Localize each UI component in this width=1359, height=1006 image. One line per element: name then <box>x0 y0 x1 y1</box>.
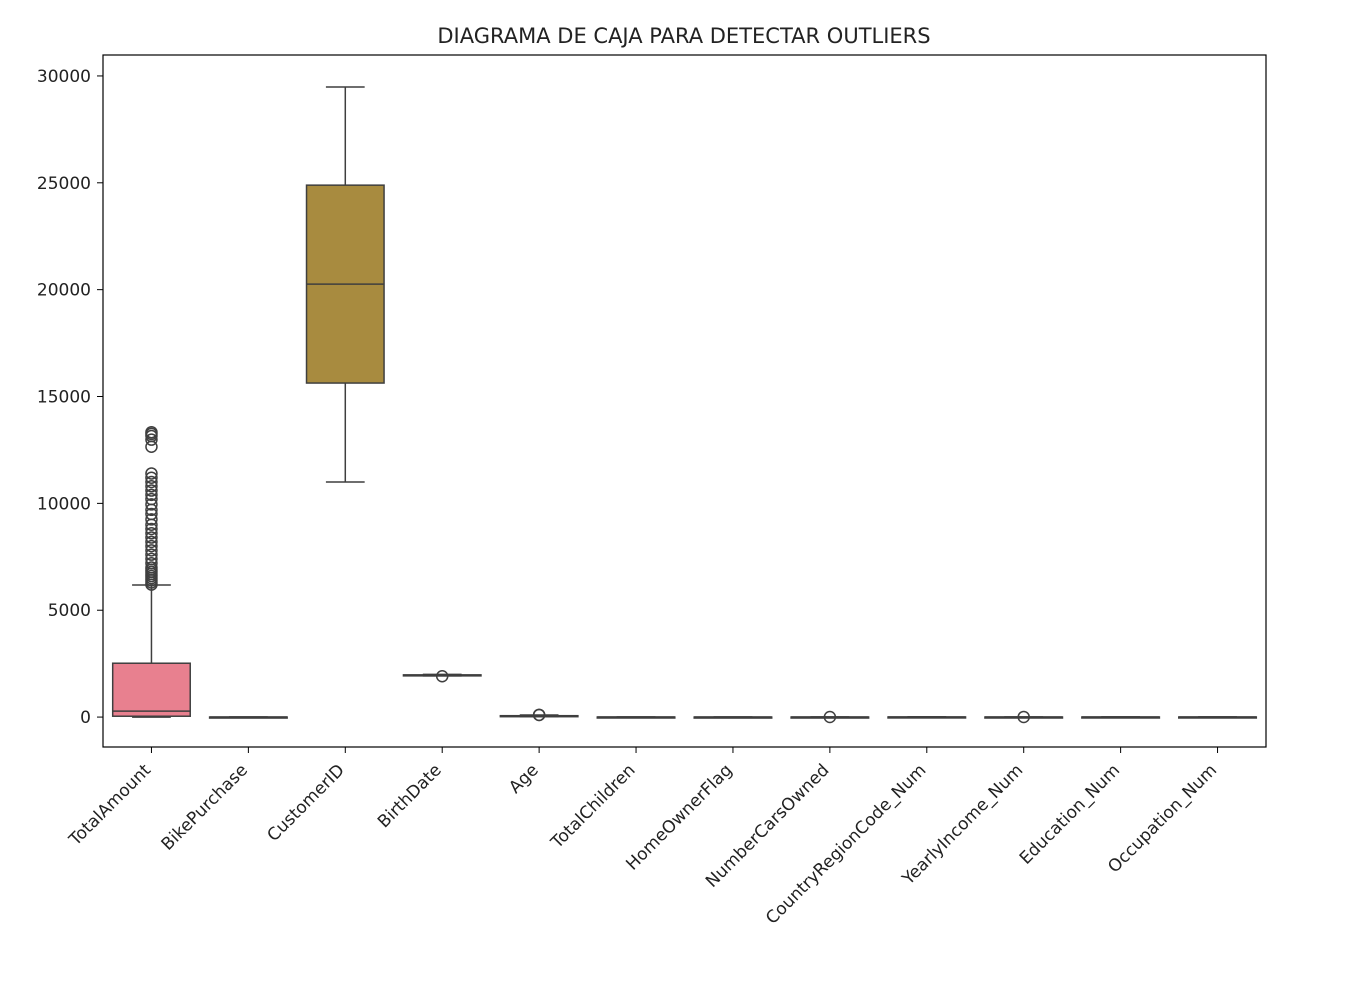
outlier-point <box>823 710 837 724</box>
outlier-point <box>145 503 158 517</box>
outlier-point <box>145 467 158 480</box>
outlier-point <box>145 484 158 497</box>
x-tick-label: Age <box>505 760 542 797</box>
x-tick-label: BirthDate <box>374 760 446 832</box>
box <box>111 662 191 717</box>
box-BikePurchase <box>208 716 288 719</box>
x-tick-label: Education_Num <box>1016 760 1124 868</box>
x-tick-label: TotalAmount <box>65 760 155 850</box>
outlier-point <box>145 440 158 453</box>
chart-title: DIAGRAMA DE CAJA PARA DETECTAR OUTLIERS <box>437 24 930 48</box>
x-tick-label: CountryRegionCode_Num <box>762 760 930 928</box>
outlier-point <box>145 498 158 511</box>
y-tick-label: 25000 <box>37 174 91 194</box>
outlier-point <box>145 578 158 591</box>
x-tick-label: HomeOwnerFlag <box>622 760 736 874</box>
outlier-point <box>532 708 546 722</box>
outlier-point <box>145 480 158 493</box>
y-tick-label: 20000 <box>37 281 91 301</box>
outlier-point <box>145 433 158 446</box>
x-tick-label: CustomerID <box>263 760 348 845</box>
y-tick-label: 5000 <box>48 601 91 621</box>
x-tick-label: BikePurchase <box>158 760 252 854</box>
outlier-point <box>145 548 158 561</box>
box-CustomerID <box>305 86 385 483</box>
outlier-point <box>145 471 158 484</box>
y-tick-label: 10000 <box>37 494 91 514</box>
box-CountryRegionCode_Num <box>887 716 967 719</box>
outlier-point <box>145 544 158 557</box>
outlier-point <box>145 539 158 553</box>
box-Age <box>499 708 579 722</box>
box-Occupation_Num <box>1178 716 1258 719</box>
outlier-point <box>145 488 158 502</box>
outlier-point <box>145 475 158 489</box>
outlier-point <box>145 513 158 526</box>
outlier-point <box>145 522 158 536</box>
outlier-point <box>1017 710 1030 724</box>
box-BirthDate <box>402 670 482 683</box>
y-tick-label: 0 <box>80 708 91 728</box>
box-TotalChildren <box>596 716 676 719</box>
box-Education_Num <box>1081 716 1161 719</box>
plot-frame <box>102 54 1267 748</box>
x-tick-label: Occupation_Num <box>1104 760 1221 877</box>
outlier-point <box>145 531 158 544</box>
outlier-point <box>145 535 158 549</box>
y-tick-label: 30000 <box>37 67 91 87</box>
outlier-point <box>435 670 449 683</box>
x-tick-label: TotalChildren <box>547 760 640 853</box>
outlier-point <box>145 518 158 531</box>
box-YearlyIncome_Num <box>984 710 1064 724</box>
box-HomeOwnerFlag <box>693 716 773 719</box>
y-tick-label: 15000 <box>37 388 91 408</box>
box-TotalAmount <box>111 425 191 718</box>
box-NumberCarsOwned <box>790 710 870 724</box>
outlier-point <box>145 527 158 540</box>
